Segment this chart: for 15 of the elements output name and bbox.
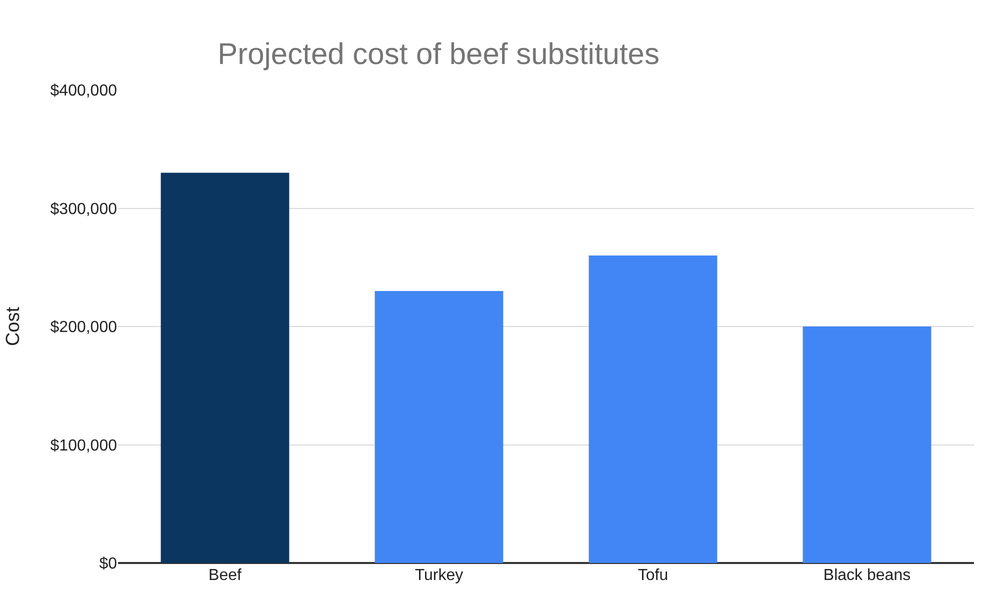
x-tick-label: Tofu bbox=[638, 567, 668, 584]
y-tick-label: $100,000 bbox=[50, 437, 118, 454]
x-tick-label: Black beans bbox=[823, 567, 911, 584]
x-tick-label: Beef bbox=[208, 567, 242, 584]
x-tick-label: Turkey bbox=[414, 567, 464, 584]
y-tick-label: $200,000 bbox=[50, 319, 118, 336]
y-tick-label: $0 bbox=[99, 556, 118, 573]
bar bbox=[374, 291, 504, 563]
y-axis-title: Cost bbox=[3, 306, 24, 346]
y-tick-label: $300,000 bbox=[50, 200, 118, 218]
bar bbox=[588, 256, 718, 563]
y-tick-label: $400,000 bbox=[50, 82, 118, 100]
bar bbox=[160, 172, 290, 563]
bar bbox=[802, 326, 932, 563]
chart-title: Projected cost of beef substitutes bbox=[218, 38, 660, 71]
